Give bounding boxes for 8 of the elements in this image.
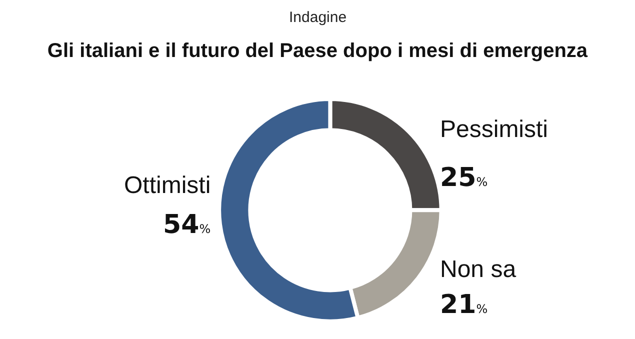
chart-subtitle: Indagine xyxy=(289,9,347,26)
chart-title: Gli italiani e il futuro del Paese dopo i mesi di emergenza xyxy=(47,40,588,62)
data-label: 25% xyxy=(440,163,488,193)
slice-label: Ottimisti xyxy=(124,172,211,199)
data-label: 21% xyxy=(440,290,488,320)
slice-label: Pessimisti xyxy=(440,116,548,143)
data-label: 54% xyxy=(163,210,211,240)
slice-label: Non sa xyxy=(440,256,517,283)
